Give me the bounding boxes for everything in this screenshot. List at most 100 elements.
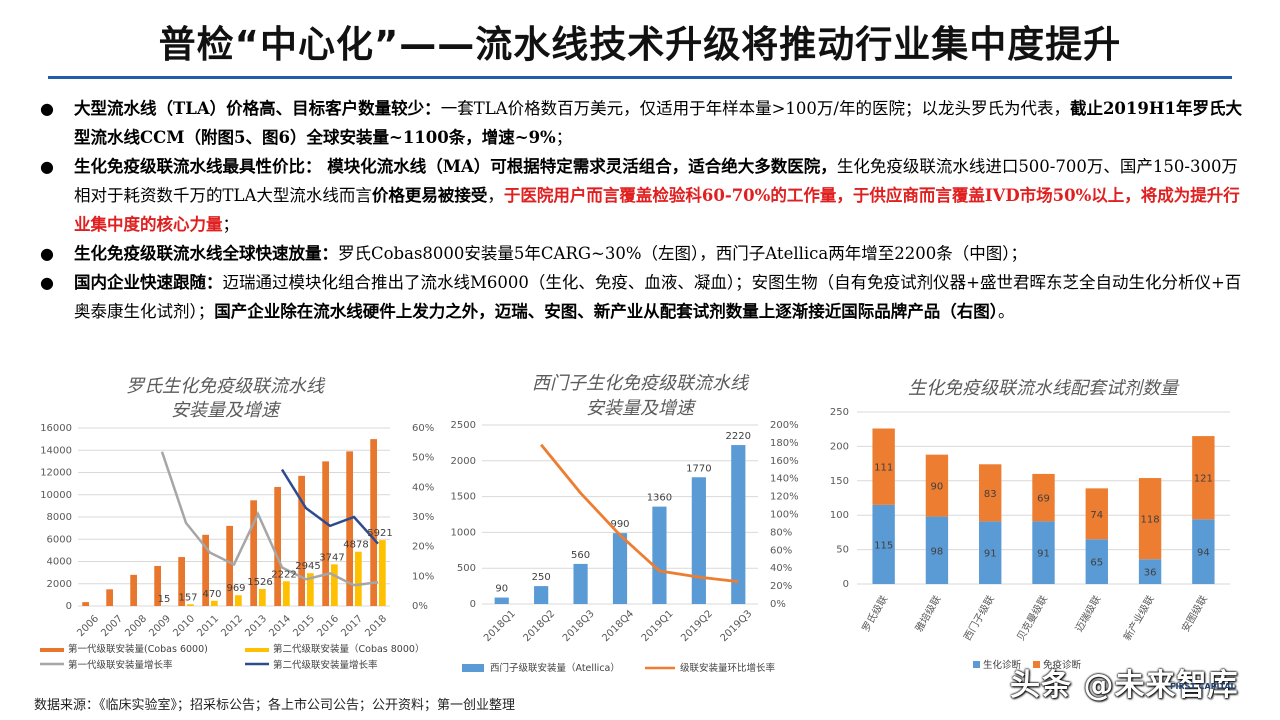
x-tick-label: 2018Q3: [561, 608, 597, 644]
y-tick-label: 10000: [40, 490, 72, 501]
bar-cobas6000: [274, 486, 281, 606]
data-label: 94: [1197, 548, 1210, 559]
chart-svg: 生化免疫级联流水线配套试剂数量 0 50 100 150 200 250 115 111 罗氏级联…: [830, 378, 1230, 671]
bar-cobas8000: [379, 540, 386, 606]
y-tick-label: 200: [830, 441, 849, 452]
y-tick-label: 0: [470, 599, 476, 610]
x-tick-label: 2017: [339, 613, 365, 639]
x-tick-label: 2013: [243, 613, 269, 639]
bar-cobas6000: [178, 557, 185, 606]
bar-cobas6000: [250, 500, 257, 606]
bullet-item: 生化免疫级联流水线最具性价比： 模块化流水线（MA）可根据特定需求灵活组合，适合…: [40, 152, 1250, 239]
data-label: 990: [610, 519, 629, 530]
y-right-tick-label: 140%: [770, 474, 799, 485]
y-tick-label: 150: [830, 476, 849, 487]
bullet-text: 罗氏Cobas8000安装量5年CARG~30%（左图），西门子Atellica…: [338, 244, 1027, 263]
bullet-text: 。: [998, 302, 1015, 321]
y-right-tick-label: 0%: [412, 601, 428, 612]
data-label: 115: [874, 540, 893, 551]
y-tick-label: 2000: [47, 579, 72, 590]
x-tick-label: 2014: [267, 613, 293, 639]
bar-cobas6000: [298, 475, 305, 606]
bullet-text: 一套TLA价格数百万美元，仅适用于年样本量>100万/年的医院；以龙头罗氏为代表…: [440, 99, 1070, 118]
y-right-tick-label: 60%: [770, 545, 792, 556]
data-label: 83: [984, 489, 997, 500]
data-label: 1770: [686, 463, 711, 474]
title-divider: [48, 76, 1232, 79]
data-label: 98: [931, 546, 944, 557]
bullet-text: 生化免疫级联流水线进口500-700万、国产150-300万相对于耗资数千万的T…: [74, 157, 1238, 205]
data-label: 1360: [647, 493, 672, 504]
data-label: 969: [226, 583, 245, 594]
bullet-item: 生化免疫级联流水线全球快速放量：罗氏Cobas8000安装量5年CARG~30%…: [40, 239, 1250, 268]
data-label: 90: [495, 584, 508, 595]
siemens-chart: 西门子生化免疫级联流水线 安装量及增速 0 500 1000 1500 2000 2500 0%…: [440, 365, 820, 690]
x-tick-label: 新产业级联: [1120, 593, 1156, 643]
data-label: 157: [178, 592, 197, 603]
x-tick-label: 2019Q1: [640, 608, 676, 644]
bar-cobas8000: [211, 600, 218, 606]
y-right-tick-label: 40%: [412, 482, 434, 493]
x-tick-label: 2019Q3: [719, 608, 755, 644]
bar-immuno: [1032, 473, 1055, 522]
x-tick-label: 2012: [219, 613, 245, 639]
data-label: 90: [931, 482, 944, 493]
bar-atellica: [731, 445, 746, 604]
data-label: 121: [1194, 474, 1213, 485]
y-tick-label: 50: [836, 545, 849, 556]
y-right-tick-label: 60%: [412, 423, 434, 434]
data-label: 1526: [247, 577, 272, 588]
x-tick-label: 安图级联: [1179, 593, 1210, 634]
data-label: 15: [158, 594, 171, 605]
bullet-text: 价格更易被接受: [371, 186, 488, 205]
y-tick-label: 4000: [47, 557, 72, 568]
bar-biochem: [925, 516, 949, 584]
bar-cobas6000: [202, 534, 209, 606]
y-right-tick-label: 200%: [770, 420, 799, 431]
y-right-tick-label: 100%: [770, 510, 799, 521]
data-label: 91: [984, 549, 997, 560]
data-label: 65: [1090, 558, 1103, 569]
chart-title: 生化免疫级联流水线配套试剂数量: [908, 378, 1180, 399]
x-tick-label: 贝克曼级联: [1015, 594, 1050, 643]
y-right-tick-label: 20%: [412, 542, 434, 553]
data-label: 2945: [295, 561, 320, 572]
y-tick-label: 0: [66, 601, 72, 612]
chart-title: 罗氏生化免疫级联流水线: [126, 376, 326, 397]
first-capital-logo: FIRST CAPITAL: [1170, 682, 1236, 691]
data-label: 2222: [271, 569, 296, 580]
bar-cobas8000: [259, 589, 266, 606]
bar-immuno: [925, 454, 949, 517]
bar-immuno: [1085, 488, 1108, 540]
bullet-text: 国内企业快速跟随：: [74, 273, 223, 292]
bullet-list: 大型流水线（TLA）价格高、目标客户数量较少：一套TLA价格数百万美元，仅适用于…: [40, 94, 1250, 326]
legend-label: 第二代级联安装量（Cobas 8000）: [273, 643, 424, 655]
legend-label: 第一代级联安装量增长率: [68, 659, 173, 671]
x-tick-label: 2007: [99, 613, 125, 639]
y-right-tick-label: 50%: [412, 453, 434, 464]
y-tick-label: 8000: [47, 512, 72, 523]
watermark: 头条 @未来智库: [1010, 668, 1239, 703]
x-tick-label: 2015: [291, 613, 317, 639]
bar-cobas8000: [187, 604, 194, 606]
x-tick-label: 2018Q2: [521, 608, 557, 644]
data-label: 560: [571, 550, 590, 561]
bar-biochem: [1085, 539, 1108, 584]
data-label: 3747: [319, 552, 344, 563]
data-label: 111: [874, 463, 893, 474]
x-tick-label: 西门子级联: [961, 593, 997, 643]
y-tick-label: 6000: [47, 534, 72, 545]
y-tick-label: 1500: [451, 492, 476, 503]
bullet-text: 生化免疫级联流水线最具性价比： 模块化流水线（MA）可根据特定需求灵活组合，适合…: [74, 157, 837, 176]
y-right-tick-label: 120%: [770, 492, 799, 503]
roche-chart: 罗氏生化免疫级联流水线 安装量及增速 0 2000 4000 6000 8000 10000 1…: [30, 370, 434, 690]
y-right-tick-label: 180%: [770, 438, 799, 449]
bar-cobas8000: [235, 595, 242, 606]
bar-atellica: [652, 506, 667, 604]
y-tick-label: 16000: [40, 423, 72, 434]
bar-immuno: [979, 464, 1002, 522]
bullet-text: 截止2019H1年罗氏大型流水线CCM（附图5、图6）全球安装量~1100条，增…: [74, 99, 1242, 147]
legend-swatch: [40, 648, 64, 652]
y-right-tick-label: 30%: [412, 512, 434, 523]
bar-cobas6000: [106, 589, 113, 606]
